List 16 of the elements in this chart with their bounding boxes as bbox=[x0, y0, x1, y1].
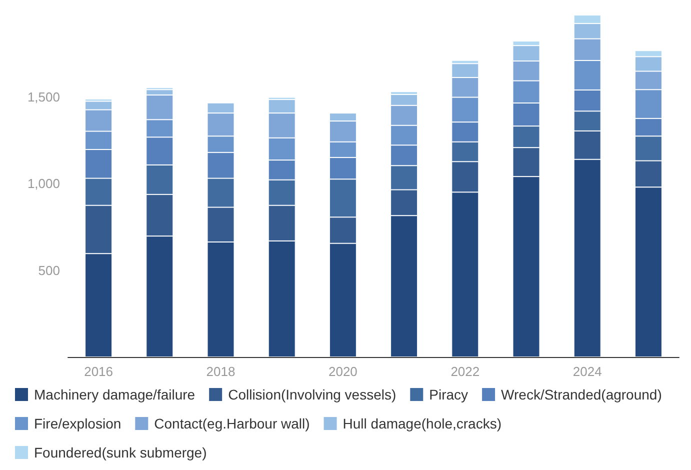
x-tick-label: 2022 bbox=[450, 364, 480, 379]
legend-label: Piracy bbox=[429, 386, 468, 402]
x-tick-label: 2020 bbox=[328, 364, 358, 379]
legend-label: Machinery damage/failure bbox=[34, 386, 196, 402]
legend-label: Hull damage(hole,cracks) bbox=[342, 416, 502, 432]
y-tick-label: 500 bbox=[38, 262, 60, 278]
x-tick-label: 2024 bbox=[572, 364, 602, 379]
legend-label: Wreck/Stranded(aground) bbox=[501, 386, 662, 402]
x-tick-label: 2018 bbox=[206, 364, 236, 379]
x-tick-label: 2016 bbox=[84, 364, 114, 379]
legend-label: Collision(Involving vessels) bbox=[228, 386, 396, 402]
y-tick-label: 1,000 bbox=[27, 176, 60, 191]
y-tick-label: 1,500 bbox=[27, 89, 60, 104]
legend-label: Fire/explosion bbox=[34, 416, 122, 432]
legend-label: Contact(eg.Harbour wall) bbox=[154, 416, 310, 432]
legend-label: Foundered(sunk submerge) bbox=[34, 444, 207, 460]
